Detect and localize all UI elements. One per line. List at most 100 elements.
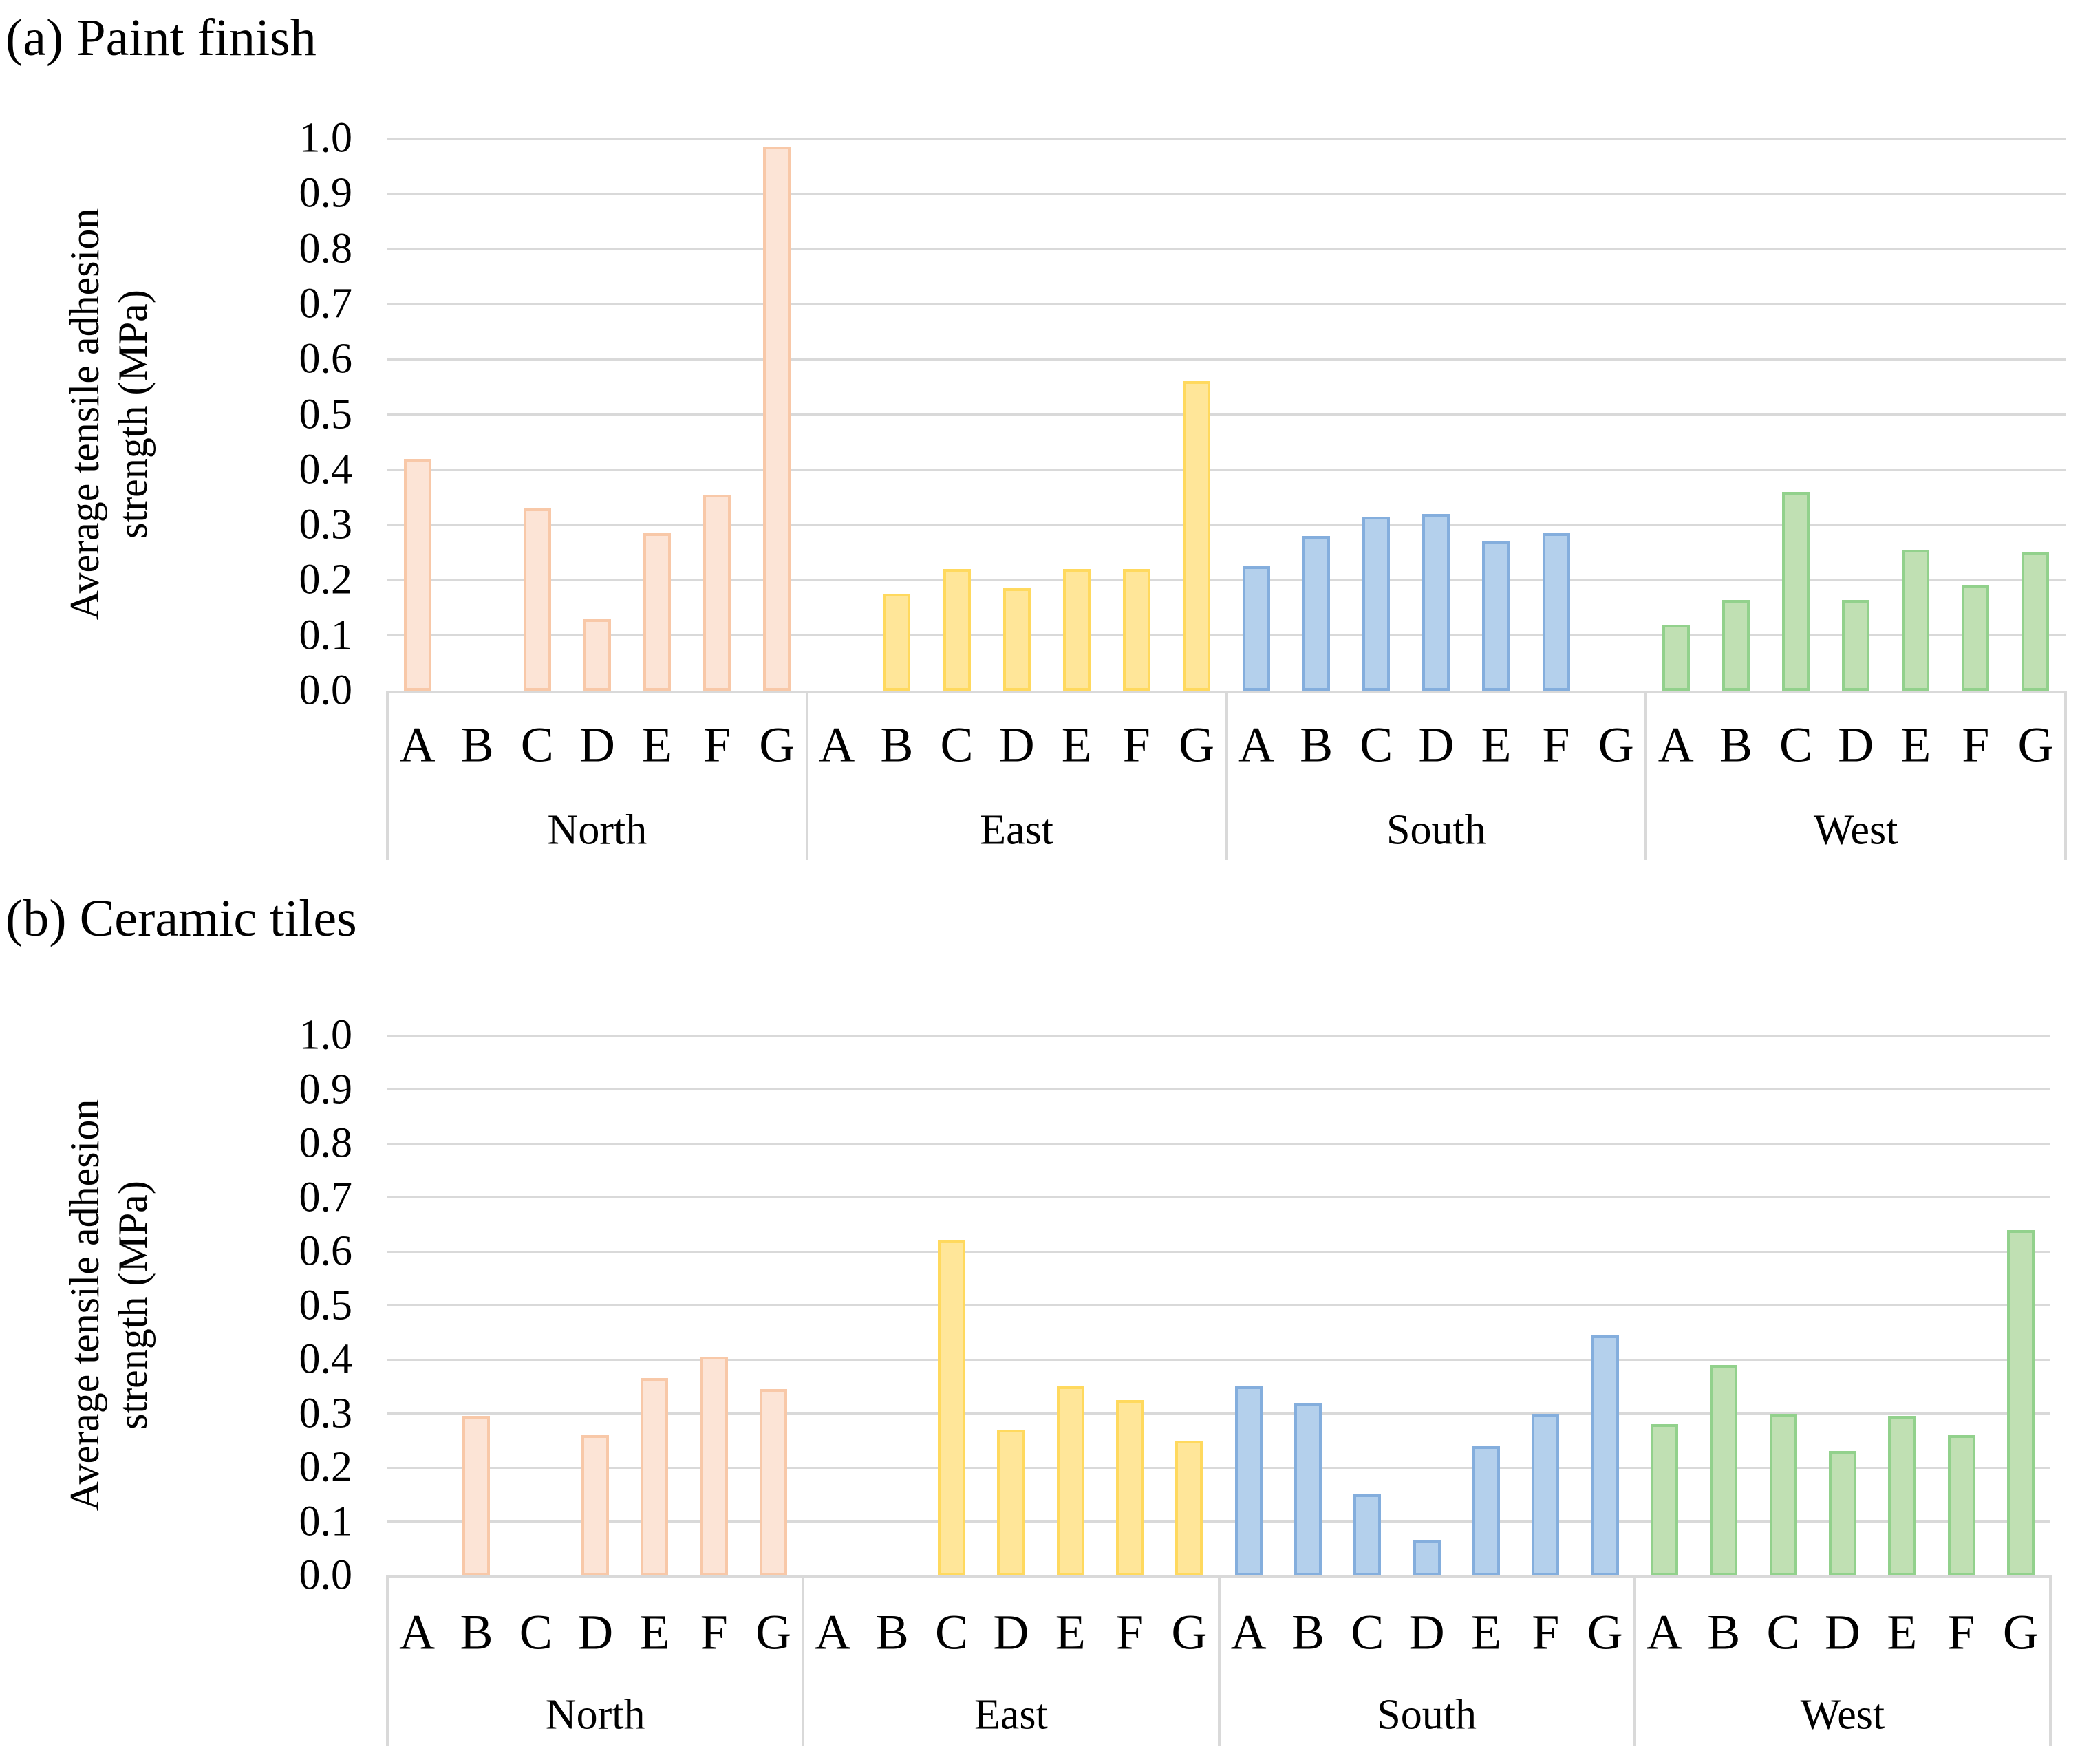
- category-label: F: [1947, 1604, 1975, 1660]
- bar-south-d: [1422, 514, 1450, 691]
- bar-east-e: [1062, 569, 1091, 691]
- bar-south-c: [1362, 517, 1391, 691]
- bar-north-f: [700, 1357, 728, 1575]
- category-label: A: [1658, 717, 1694, 773]
- category-label: G: [759, 717, 795, 773]
- category-label: F: [703, 717, 731, 773]
- category-label: A: [1238, 717, 1275, 773]
- bar-east-f: [1116, 1399, 1144, 1575]
- y-axis-tick-label: 0.7: [299, 280, 353, 327]
- category-label: A: [399, 1604, 436, 1660]
- category-label: B: [1300, 717, 1333, 773]
- category-label: E: [1055, 1604, 1086, 1660]
- panel-b-title: (b) Ceramic tiles: [6, 890, 357, 947]
- bar-north-e: [641, 1378, 669, 1575]
- category-label: F: [700, 1604, 728, 1660]
- category-table-divider: [2064, 691, 2067, 860]
- bar-south-d: [1413, 1540, 1441, 1575]
- bar-north-f: [703, 494, 731, 691]
- category-label: E: [1470, 1604, 1501, 1660]
- bar-north-g: [760, 1389, 788, 1575]
- bar-south-f: [1542, 533, 1570, 691]
- category-label: B: [875, 1604, 909, 1660]
- category-label: E: [1887, 1604, 1918, 1660]
- category-label: E: [1481, 717, 1512, 773]
- y-axis-tick-label: 0.6: [299, 335, 353, 383]
- category-label: D: [1838, 717, 1874, 773]
- gridline: [387, 1520, 2050, 1523]
- bar-west-e: [1888, 1416, 1916, 1575]
- category-label: D: [1418, 717, 1455, 773]
- category-label: F: [1122, 717, 1150, 773]
- y-axis-tick-label: 0.1: [299, 612, 353, 659]
- bar-west-f: [1962, 585, 1990, 691]
- gridline: [387, 1304, 2050, 1306]
- y-axis-tick-label: 0.5: [299, 391, 353, 438]
- y-axis-tick-label: 0.3: [299, 1390, 353, 1437]
- gridline: [387, 579, 2066, 581]
- bar-south-g: [1591, 1335, 1619, 1575]
- bar-south-c: [1353, 1494, 1382, 1575]
- category-table-divider: [1644, 691, 1648, 860]
- bar-south-b: [1302, 536, 1331, 691]
- category-label: A: [819, 717, 855, 773]
- y-axis-tick-label: 0.9: [299, 169, 353, 217]
- bar-west-d: [1842, 599, 1870, 691]
- y-axis-tick-label: 1.0: [299, 1011, 353, 1059]
- group-label: East: [974, 1691, 1048, 1739]
- panel-b-y-axis-title-line1: Average tensile adhesion: [62, 1099, 107, 1512]
- gridline: [387, 634, 2066, 637]
- bar-south-f: [1532, 1413, 1560, 1575]
- bar-south-e: [1472, 1445, 1500, 1575]
- bar-west-f: [1947, 1434, 1975, 1575]
- bar-north-d: [581, 1434, 610, 1575]
- y-axis-tick-label: 0.9: [299, 1066, 353, 1112]
- bar-east-d: [997, 1430, 1025, 1575]
- category-label: A: [815, 1604, 851, 1660]
- bar-east-e: [1056, 1386, 1084, 1575]
- bar-east-g: [1182, 381, 1210, 691]
- y-axis-tick-label: 0.8: [299, 1119, 353, 1167]
- category-label: E: [1061, 717, 1092, 773]
- bar-north-e: [643, 533, 671, 691]
- gridline: [387, 1412, 2050, 1415]
- group-label: North: [545, 1691, 645, 1739]
- bar-west-e: [1902, 550, 1930, 691]
- category-label: C: [1351, 1604, 1384, 1660]
- group-label: West: [1800, 1691, 1885, 1739]
- y-axis-tick-label: 0.1: [299, 1498, 353, 1545]
- category-label: D: [579, 717, 615, 773]
- category-label: G: [1598, 717, 1634, 773]
- bar-south-b: [1294, 1402, 1322, 1575]
- y-axis-tick-label: 0.4: [299, 1335, 353, 1383]
- gridline: [387, 413, 2066, 416]
- group-label: South: [1377, 1691, 1477, 1739]
- category-label: D: [998, 717, 1035, 773]
- bar-east-d: [1002, 588, 1031, 691]
- category-label: C: [940, 717, 974, 773]
- category-label: B: [460, 1604, 493, 1660]
- group-label: East: [980, 806, 1053, 854]
- category-label: G: [755, 1604, 792, 1660]
- bar-south-e: [1482, 541, 1510, 691]
- category-label: C: [520, 717, 554, 773]
- bar-east-b: [883, 594, 911, 691]
- gridline: [387, 137, 2066, 140]
- gridline: [387, 524, 2066, 526]
- category-table-divider: [802, 1575, 805, 1746]
- gridline: [387, 192, 2066, 195]
- y-axis-tick-label: 0.4: [299, 446, 353, 493]
- y-axis-tick-label: 0.2: [299, 1443, 353, 1491]
- category-label: G: [2002, 1604, 2039, 1660]
- panel-b-y-axis-title: Average tensile adhesion strength (MPa): [61, 1099, 157, 1512]
- bar-west-c: [1782, 491, 1810, 691]
- bar-south-a: [1243, 566, 1271, 691]
- category-label: G: [1171, 1604, 1208, 1660]
- group-label: North: [547, 806, 647, 854]
- category-table-divider: [1633, 1575, 1636, 1746]
- category-table-divider: [1225, 691, 1228, 860]
- bar-west-g: [2006, 1229, 2035, 1575]
